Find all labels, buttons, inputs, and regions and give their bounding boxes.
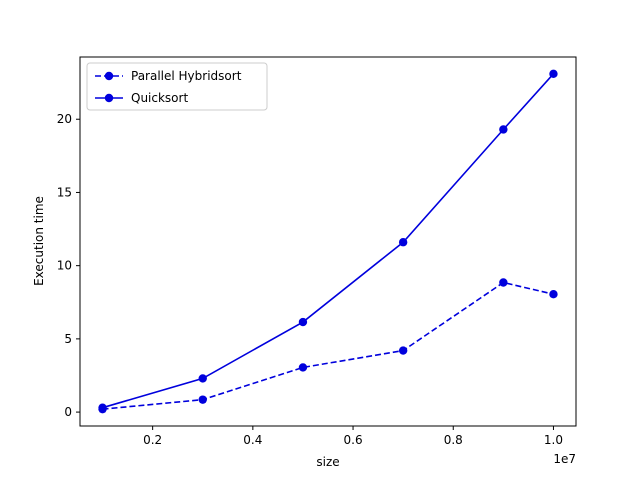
legend: Parallel Hybridsort Quicksort xyxy=(86,62,268,111)
x-tick-label: 0.8 xyxy=(444,433,463,447)
data-point xyxy=(499,278,508,287)
data-point xyxy=(398,238,408,247)
plot-area xyxy=(98,69,558,414)
y-tick-label: 20 xyxy=(57,112,72,126)
x-axis-offset-label: 1e7 xyxy=(553,452,576,466)
series-line xyxy=(102,73,555,409)
legend-label: Quicksort xyxy=(131,91,188,105)
legend-marker xyxy=(104,71,114,81)
y-tick-label: 10 xyxy=(57,259,72,273)
x-tick-label: 0.6 xyxy=(344,433,363,447)
data-point xyxy=(98,403,107,412)
data-point xyxy=(549,69,558,79)
y-tick-label: 15 xyxy=(57,185,72,199)
x-axis-ticks: 0.2 0.4 0.6 0.8 1.0 xyxy=(143,426,563,447)
series-0 xyxy=(98,278,558,414)
y-tick-label: 5 xyxy=(64,332,72,346)
data-point xyxy=(298,317,308,327)
data-point xyxy=(549,290,558,299)
x-tick-label: 1.0 xyxy=(544,433,563,447)
x-tick-label: 0.2 xyxy=(143,433,162,447)
legend-marker xyxy=(104,93,114,103)
y-tick-label: 0 xyxy=(64,405,72,419)
series-line xyxy=(102,281,554,410)
data-point xyxy=(198,374,207,383)
series-1 xyxy=(98,69,558,412)
axes-frame xyxy=(79,56,577,427)
data-point xyxy=(499,125,508,134)
data-point xyxy=(198,395,207,404)
data-point xyxy=(398,346,408,355)
y-axis-ticks: 0 5 10 15 20 xyxy=(57,112,80,419)
y-axis-label: Execution time xyxy=(32,196,46,286)
legend-label: Parallel Hybridsort xyxy=(131,69,242,83)
x-axis-label: size xyxy=(316,455,339,469)
legend-box xyxy=(86,62,268,111)
data-point xyxy=(298,363,308,372)
x-tick-label: 0.4 xyxy=(243,433,262,447)
